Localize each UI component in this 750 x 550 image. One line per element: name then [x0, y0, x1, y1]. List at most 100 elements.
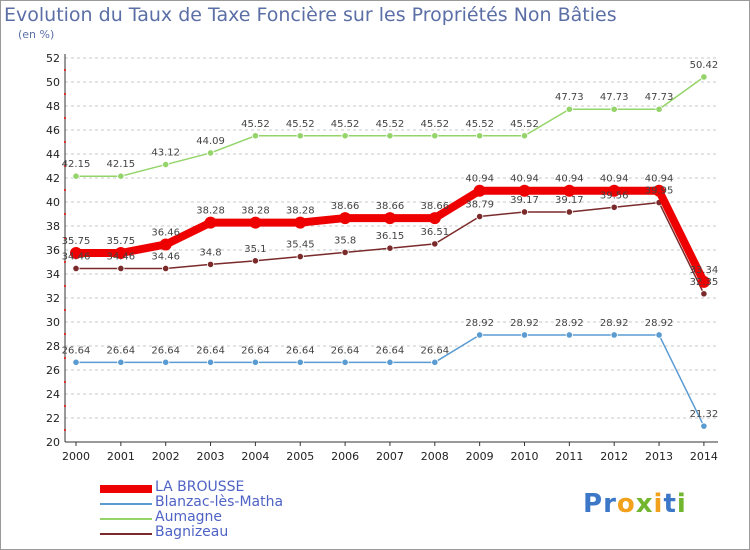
y-axis-minor-tick	[64, 285, 66, 287]
data-label-aumagne: 47.73	[600, 92, 629, 103]
y-axis-minor-tick	[64, 381, 66, 383]
y-tick-label: 52	[46, 52, 60, 65]
y-tick-label: 48	[46, 100, 60, 113]
data-point-la-brousse	[697, 275, 710, 288]
y-tick-label: 40	[46, 196, 60, 209]
unit-label: (en %)	[18, 28, 55, 41]
data-label-aumagne: 47.73	[555, 92, 584, 103]
x-tick-label: 2000	[62, 450, 90, 463]
legend-label: Blanzac-lès-Matha	[155, 494, 284, 510]
x-tick-label: 2014	[690, 450, 718, 463]
data-label-blanzac-les-matha: 28.92	[510, 318, 539, 329]
data-point-bagnizeau	[520, 208, 529, 216]
data-label-la-brousse: 35.75	[62, 236, 91, 247]
data-label-aumagne: 45.52	[510, 119, 539, 130]
data-label-aumagne: 45.52	[376, 119, 405, 130]
x-tick-label: 2009	[466, 450, 494, 463]
data-label-la-brousse: 40.94	[510, 174, 539, 185]
data-label-blanzac-les-matha: 28.92	[645, 318, 674, 329]
data-point-aumagne	[117, 172, 125, 180]
y-axis-minor-tick	[64, 333, 66, 335]
data-label-aumagne: 50.42	[690, 60, 719, 71]
x-tick-label: 2005	[286, 450, 314, 463]
data-point-aumagne	[341, 132, 349, 140]
data-point-bagnizeau	[296, 253, 304, 261]
label-layer: 35.75 35.75 36.46 38.28 38.28 38.28 38.66 38.66…	[62, 60, 719, 420]
data-point-aumagne	[296, 132, 304, 140]
data-point-aumagne	[520, 132, 529, 140]
data-label-aumagne: 44.09	[196, 136, 225, 147]
data-label-la-brousse: 38.28	[286, 206, 315, 217]
data-point-la-brousse	[608, 184, 621, 197]
data-point-la-brousse	[159, 238, 172, 251]
data-label-bagnizeau: 34.46	[151, 251, 180, 262]
y-tick-label: 34	[46, 268, 60, 281]
x-tick-label: 2007	[376, 450, 404, 463]
data-point-bagnizeau	[72, 264, 80, 273]
data-label-bagnizeau: 32.35	[690, 277, 719, 288]
data-label-blanzac-les-matha: 26.64	[107, 345, 136, 356]
data-label-bagnizeau: 39.17	[555, 195, 584, 206]
data-point-la-brousse	[428, 212, 441, 225]
data-point-la-brousse	[518, 184, 531, 197]
y-axis-minor-tick	[64, 69, 66, 71]
data-label-la-brousse: 35.75	[107, 236, 136, 247]
data-point-bagnizeau	[341, 248, 349, 256]
data-point-bagnizeau	[162, 264, 170, 273]
y-tick-label: 24	[46, 388, 60, 401]
y-axis-minor-tick	[64, 117, 66, 119]
data-label-aumagne: 42.15	[62, 159, 91, 170]
data-label-aumagne: 45.52	[241, 119, 270, 130]
data-point-blanzac-les-matha	[162, 358, 170, 366]
y-axis-minor-tick	[64, 141, 66, 143]
data-point-bagnizeau	[117, 264, 125, 273]
data-point-blanzac-les-matha	[610, 331, 618, 339]
y-axis-minor-tick	[64, 261, 66, 263]
y-axis-minor-tick	[64, 165, 66, 167]
y-tick-label: 50	[46, 76, 60, 89]
data-label-blanzac-les-matha: 26.64	[196, 345, 225, 356]
y-tick-label: 28	[46, 340, 60, 353]
data-point-aumagne	[655, 105, 663, 113]
data-point-aumagne	[162, 160, 170, 169]
data-label-bagnizeau: 39.17	[510, 195, 539, 206]
data-label-la-brousse: 33.34	[690, 265, 719, 276]
x-tick-label: 2012	[600, 450, 628, 463]
data-point-la-brousse	[383, 212, 396, 225]
data-point-la-brousse	[204, 216, 217, 229]
data-point-aumagne	[72, 172, 80, 180]
data-point-la-brousse	[70, 247, 82, 259]
series-layer	[70, 73, 710, 430]
data-point-la-brousse	[563, 184, 576, 197]
data-label-bagnizeau: 35.45	[286, 240, 315, 251]
data-label-la-brousse: 40.94	[465, 174, 494, 185]
data-point-bagnizeau	[206, 260, 215, 268]
data-point-bagnizeau	[565, 208, 573, 216]
data-label-aumagne: 47.73	[645, 92, 674, 103]
data-label-bagnizeau: 38.79	[465, 200, 494, 211]
data-point-bagnizeau	[431, 240, 439, 248]
x-tick-label: 2010	[511, 450, 539, 463]
data-label-aumagne: 45.52	[420, 119, 449, 130]
x-tick-label: 2011	[555, 450, 583, 463]
y-tick-label: 44	[46, 148, 60, 161]
data-label-blanzac-les-matha: 28.92	[600, 318, 629, 329]
data-point-blanzac-les-matha	[565, 331, 573, 339]
y-tick-label: 20	[46, 436, 60, 449]
data-point-blanzac-les-matha	[700, 422, 708, 430]
data-label-blanzac-les-matha: 26.64	[420, 345, 449, 356]
y-axis-minor-tick	[64, 237, 66, 239]
data-label-bagnizeau: 36.51	[420, 227, 449, 238]
data-label-blanzac-les-matha: 26.64	[241, 345, 270, 356]
data-label-bagnizeau: 34.46	[62, 251, 91, 262]
legend-swatch	[100, 503, 152, 505]
data-label-blanzac-les-matha: 21.32	[690, 409, 719, 420]
data-label-la-brousse: 40.94	[645, 174, 674, 185]
data-label-blanzac-les-matha: 26.64	[286, 345, 315, 356]
data-label-la-brousse: 38.66	[420, 201, 449, 212]
y-tick-label: 42	[46, 172, 60, 185]
data-label-la-brousse: 40.94	[600, 174, 629, 185]
data-point-la-brousse	[653, 184, 666, 197]
